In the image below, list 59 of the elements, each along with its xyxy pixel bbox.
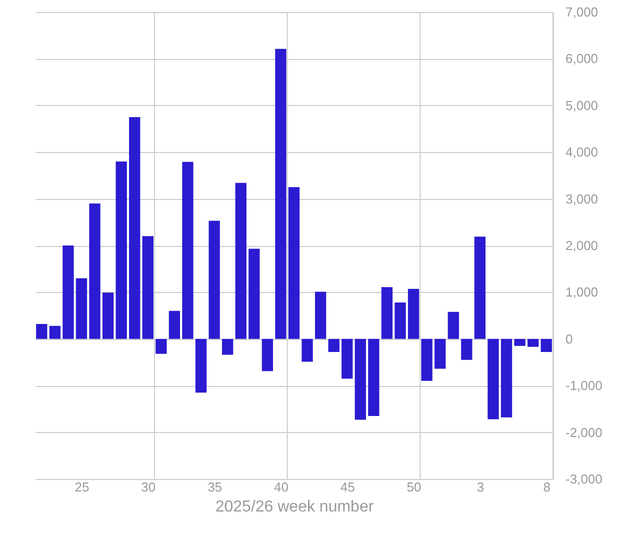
y-tick-label: 3,000 [566, 191, 598, 206]
x-tick-label: 45 [340, 480, 355, 494]
y-tick-label: 4,000 [566, 144, 598, 160]
y-tick-label: 0 [566, 331, 573, 346]
bar [89, 203, 100, 339]
bar [262, 338, 274, 372]
bar [461, 338, 472, 360]
bar [222, 338, 234, 355]
bar [102, 292, 114, 339]
bar [248, 248, 260, 339]
bar [168, 310, 180, 339]
bar [474, 236, 486, 339]
bar [514, 338, 526, 346]
bar [36, 324, 48, 339]
bar [434, 338, 446, 369]
bar [235, 182, 246, 339]
bar [354, 338, 366, 420]
bar [342, 338, 353, 379]
bar [49, 326, 60, 339]
bar [302, 338, 313, 362]
bar [488, 338, 499, 420]
bar [208, 220, 220, 339]
bar [540, 338, 552, 352]
bar [116, 161, 127, 339]
bar [381, 287, 393, 339]
bar [275, 48, 286, 339]
y-tick-label: 6,000 [566, 51, 598, 66]
bar [500, 338, 512, 418]
bar [394, 302, 406, 339]
y-tick-label: 1,000 [566, 284, 598, 300]
x-tick-label: 3 [476, 480, 484, 494]
y-tick-label: -3,000 [566, 472, 602, 486]
x-tick-label: 50 [406, 480, 422, 494]
bar [182, 162, 194, 339]
bar [368, 338, 380, 416]
x-tick-label: 40 [274, 480, 288, 494]
x-tick-label: 35 [208, 480, 222, 494]
x-tick-label: 25 [74, 480, 90, 494]
bar [62, 246, 74, 339]
bar [421, 338, 432, 381]
y-tick-label: 7,000 [566, 4, 598, 20]
bar [408, 288, 420, 339]
bar [76, 278, 88, 339]
x-axis-title: 2025/26 week number [215, 498, 374, 516]
bar [288, 187, 300, 339]
bar [129, 117, 140, 339]
bar [142, 236, 154, 339]
bar [156, 338, 167, 354]
bar [328, 338, 340, 352]
bar [528, 338, 539, 347]
bar [314, 292, 326, 339]
bar [448, 312, 459, 339]
y-tick-label: 5,000 [566, 98, 598, 113]
y-tick-label: -1,000 [566, 378, 602, 394]
y-tick-label: -2,000 [566, 424, 602, 440]
x-tick-label: 8 [543, 480, 550, 494]
y-tick-label: 2,000 [566, 238, 598, 253]
x-tick-label: 30 [141, 480, 156, 494]
bar [195, 338, 207, 393]
